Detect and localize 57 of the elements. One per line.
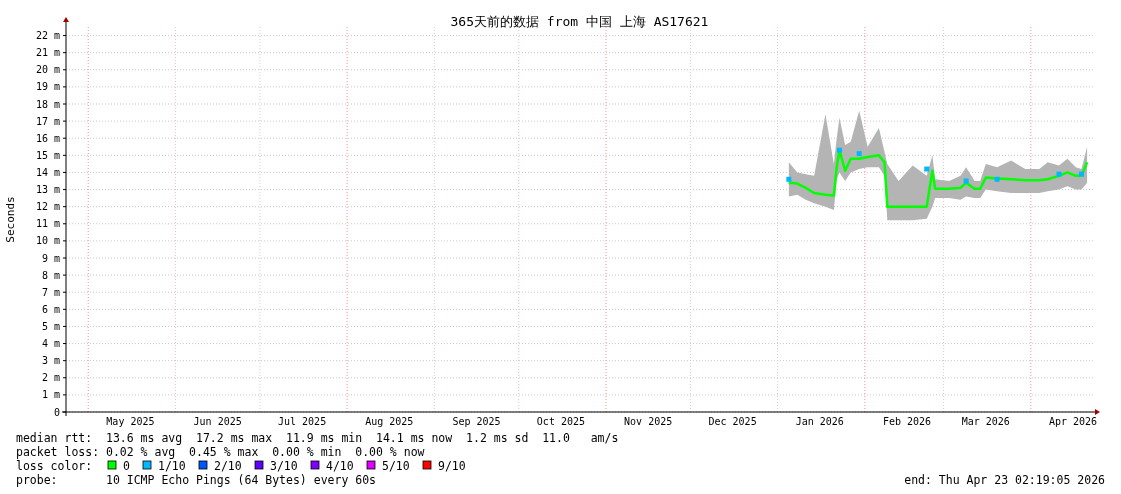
x-tick-label: Jul 2025 [277,416,327,427]
y-tick-label: 22 m [35,30,60,42]
y-tick-label: 15 m [35,149,60,161]
y-tick-label: 5 m [41,320,60,332]
y-tick-label: 1 m [41,389,60,401]
y-tick-label: 16 m [35,132,60,144]
point [856,151,862,157]
x-tick-label: Aug 2025 [365,416,414,427]
y-tick-label: 8 m [41,269,60,281]
legend-label: 5/10 [382,459,410,473]
y-tick-label: 9 m [41,252,60,264]
x-tick-label: Jun 2025 [193,416,242,427]
point [924,166,930,172]
y-tick-label: 14 m [35,166,60,178]
chart-title: 365天前的数据 from 中国 上海 AS17621 [450,14,709,29]
text: median rtt: 13.6 ms avg 17.2 ms max 11.9 ms min 14.1 ms now 1.2 ms sd 11.0 am/s [16,431,619,445]
y-tick-label: 21 m [35,47,60,59]
y-tick-label: 7 m [41,286,60,298]
x-tick-label: Nov 2025 [624,416,673,427]
legend-title: loss color: [16,459,93,473]
x-tick-label: Dec 2025 [708,416,757,427]
x-tick-label: Sep 2025 [452,416,501,427]
legend-label: 0 [123,459,130,473]
y-tick-label: 11 m [35,218,60,230]
y-tick-label: 4 m [41,338,60,350]
point [1078,171,1084,177]
y-axis-title: Seconds [4,196,17,243]
x-tick-label: Feb 2026 [882,416,932,427]
y-tick-label: 3 m [41,355,60,367]
y-tick-label: 13 m [35,184,60,196]
text: probe: 10 ICMP Echo Pings (64 Bytes) every 60s [16,473,377,487]
y-tick-label: 2 m [41,372,60,384]
y-tick-label: 6 m [41,303,60,315]
y-tick-label: 10 m [35,235,60,247]
y-tick-label: 0 [53,406,60,418]
y-tick-label: 17 m [35,115,60,127]
y-tick-label: 19 m [35,81,60,93]
text: end: Thu Apr 23 02:19:05 2026 [904,473,1106,487]
point [786,176,792,182]
legend-label: 9/10 [438,459,466,473]
x-tick-label: Apr 2026 [1048,416,1098,427]
point [1056,171,1062,177]
x-tick-label: May 2025 [106,416,155,427]
legend-label: 2/10 [214,459,242,473]
x-tick-label: Jan 2026 [795,416,844,427]
y-tick-label: 20 m [35,64,60,76]
y-tick-label: 12 m [35,201,60,213]
point [963,178,969,184]
legend-label: 3/10 [270,459,298,473]
y-tick-label: 18 m [35,98,60,110]
legend-label: 4/10 [326,459,354,473]
text: packet loss: 0.02 % avg 0.45 % max 0.00 % min 0.00 % now [16,445,425,459]
legend-label: 1/10 [158,459,186,473]
x-tick-label: Oct 2025 [536,416,586,427]
x-tick-label: Mar 2026 [961,416,1010,427]
point [994,176,1000,182]
point [837,147,842,153]
